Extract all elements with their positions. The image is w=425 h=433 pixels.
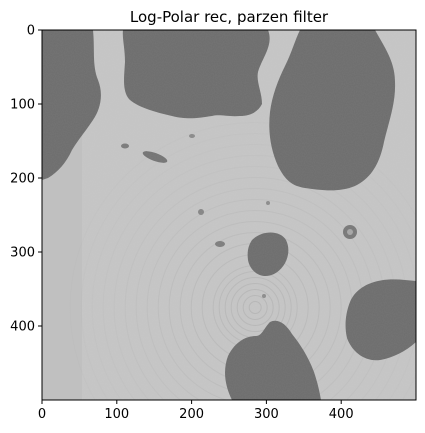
x-tick-label: 100 [104, 407, 129, 422]
x-tick-label: 200 [179, 407, 204, 422]
x-tick-label: 300 [254, 407, 279, 422]
y-tick-label: 200 [10, 172, 35, 187]
plot-title: Log-Polar rec, parzen filter [130, 8, 329, 26]
y-tick-label: 100 [10, 98, 35, 113]
y-tick-label: 400 [10, 320, 35, 335]
y-axis: 0 100 200 300 400 [10, 24, 42, 335]
y-tick-label: 0 [27, 24, 35, 39]
x-tick-label: 400 [329, 407, 354, 422]
x-tick-label: 0 [38, 407, 46, 422]
image-grain [42, 30, 416, 400]
y-tick-label: 300 [10, 246, 35, 261]
x-axis: 0 100 200 300 400 [38, 400, 354, 422]
image-plot-area [42, 30, 425, 433]
